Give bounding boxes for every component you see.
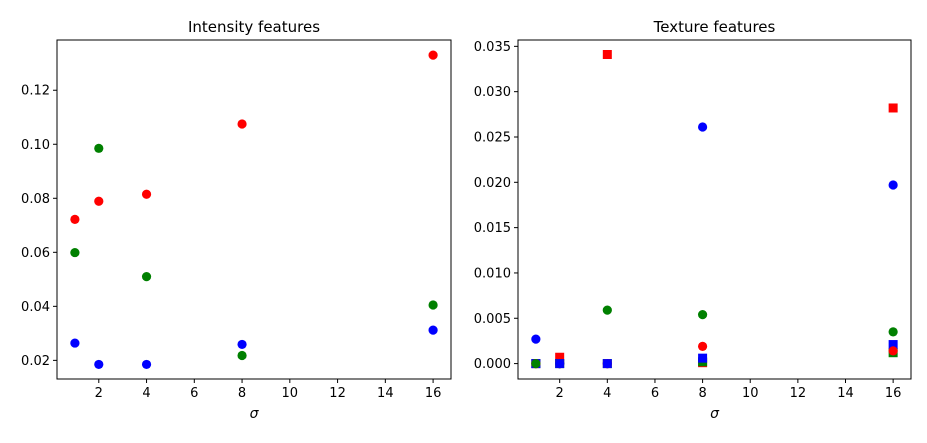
- data-point-circle: [888, 180, 898, 190]
- data-point-square: [698, 353, 708, 363]
- x-tick-label: 10: [742, 386, 759, 401]
- data-point-circle: [531, 358, 541, 369]
- data-point-circle: [141, 359, 152, 370]
- x-tick-label: 6: [651, 386, 659, 401]
- x-tick-label: 2: [95, 386, 103, 401]
- x-tick-label: 8: [238, 386, 246, 401]
- data-point-square: [555, 352, 565, 362]
- data-point-circle: [141, 272, 152, 282]
- y-tick-label: 0.015: [474, 221, 511, 236]
- data-point-circle: [531, 334, 541, 344]
- data-point-circle: [141, 189, 152, 199]
- data-points: [531, 50, 898, 369]
- data-points: [70, 50, 438, 370]
- data-point-square: [888, 340, 898, 350]
- data-point-circle: [428, 300, 438, 310]
- y-tick-label: 0.02: [21, 354, 50, 369]
- data-point-circle: [237, 350, 247, 361]
- y-tick-label: 0.025: [474, 130, 511, 145]
- y-tick-label: 0.035: [474, 40, 511, 55]
- data-point-circle: [555, 358, 565, 369]
- x-tick-label: 8: [698, 386, 706, 401]
- x-tick-label: 10: [282, 386, 299, 401]
- data-point-circle: [697, 341, 708, 351]
- y-tick-label: 0.005: [474, 312, 511, 327]
- panel-title: Texture features: [653, 18, 776, 36]
- x-tick-label: 4: [142, 386, 150, 401]
- data-point-circle: [70, 247, 80, 258]
- data-point-circle: [94, 196, 104, 206]
- y-tick-label: 0.010: [474, 266, 511, 281]
- x-tick-label: 14: [837, 386, 854, 401]
- x-tick-label: 16: [425, 386, 442, 401]
- plot-frame: [56, 39, 452, 380]
- data-point-circle: [697, 122, 708, 132]
- data-point-circle: [428, 50, 438, 60]
- x-axis-label: σ: [710, 406, 720, 422]
- data-point-square: [602, 50, 612, 60]
- data-point-circle: [602, 305, 612, 315]
- data-point-circle: [428, 325, 438, 335]
- y-tick-label: 0.12: [21, 84, 50, 99]
- y-tick-label: 0.04: [21, 300, 50, 315]
- texture-features-panel: Texture features σ 2 4 6 8 10 12 14 16 0.000 0.00…: [474, 18, 912, 422]
- intensity-features-panel: Intensity features σ 2 4 6 8 10 12 14 16 0.02 0.0…: [21, 18, 452, 422]
- data-point-circle: [888, 346, 898, 356]
- x-tick-label: 12: [790, 386, 807, 401]
- data-point-circle: [237, 339, 247, 350]
- x-tick-label: 4: [603, 386, 611, 401]
- x-tick-label: 2: [556, 386, 564, 401]
- data-point-circle: [888, 327, 898, 337]
- y-tick-label: 0.10: [21, 138, 50, 153]
- plot-frame: [517, 39, 912, 380]
- data-point-circle: [602, 358, 612, 369]
- y-tick-label: 0.08: [21, 192, 50, 207]
- data-point-circle: [697, 310, 708, 320]
- data-point-circle: [94, 359, 104, 370]
- x-tick-label: 12: [329, 386, 346, 401]
- data-point-square: [888, 103, 898, 113]
- y-tick-label: 0.06: [21, 246, 50, 261]
- x-tick-label: 6: [190, 386, 198, 401]
- x-tick-label: 14: [377, 386, 394, 401]
- data-point-circle: [237, 119, 247, 129]
- data-point-circle: [94, 143, 104, 153]
- data-point-circle: [70, 214, 80, 224]
- data-point-circle: [70, 338, 80, 348]
- x-tick-label: 16: [885, 386, 902, 401]
- x-axis-label: σ: [250, 406, 260, 422]
- y-tick-label: 0.030: [474, 85, 511, 100]
- y-tick-label: 0.000: [474, 357, 511, 372]
- y-tick-label: 0.020: [474, 176, 511, 191]
- panel-title: Intensity features: [188, 18, 320, 36]
